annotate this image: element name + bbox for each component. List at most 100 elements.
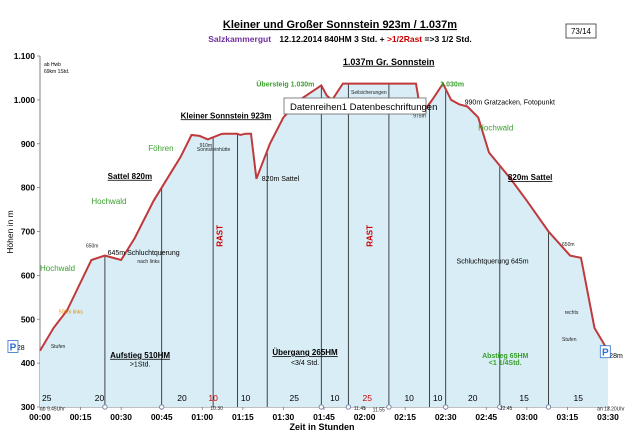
x-tick-label: 02:45 — [475, 412, 497, 422]
chart-annotation: Föhren — [148, 144, 173, 153]
chart-annotation: 820m Sattel — [508, 173, 552, 182]
chart-annotation: 11.45 — [354, 406, 366, 412]
chart-annotation: 650m — [86, 244, 99, 250]
chart-annotation: 820m Sattel — [262, 176, 300, 183]
chart-annotation: nach links — [137, 259, 160, 265]
chart-annotation: ab 9.45Uhr — [40, 407, 65, 413]
baseline-marker — [318, 404, 324, 410]
subtitle-rest: >1/2Rast — [387, 34, 422, 44]
chart-annotation: 910m — [200, 143, 213, 149]
x-tick-label: 02:00 — [354, 412, 376, 422]
segment-duration-label: 20 — [468, 393, 478, 403]
chart-annotation: Abstieg 65HM — [482, 353, 528, 360]
chart-annotation: Stufen — [562, 337, 577, 343]
parking-marker: P — [10, 342, 17, 353]
elevation-area-layer — [40, 83, 608, 407]
x-tick-label: 01:30 — [273, 412, 295, 422]
segment-duration-label: 20 — [95, 393, 105, 403]
x-tick-label: 02:15 — [394, 412, 416, 422]
tooltip-text: Datenreihen1 Datenbeschriftungen — [290, 102, 437, 113]
subtitle-main: 12.12.2014 840HM 3 Std. + — [279, 34, 384, 44]
x-tick-label: 00:15 — [70, 412, 92, 422]
x-tick-label: 01:15 — [232, 412, 254, 422]
segment-duration-label: 25 — [363, 393, 373, 403]
y-tick-label: 1.100 — [14, 51, 36, 61]
chart-annotation: <1 1/4Std. — [489, 360, 522, 367]
chart-annotation: <3/4 Std. — [291, 360, 319, 367]
page-badge: 73/14 — [571, 27, 592, 36]
y-tick-label: 900 — [21, 139, 35, 149]
chart-annotation: an 13.20Uhr — [597, 407, 625, 413]
chart-annotation: Hochwald — [91, 197, 126, 206]
chart-annotation: 650m — [562, 242, 575, 248]
baseline-marker — [545, 404, 552, 410]
chart-annotation: Übersteig 1.030m — [256, 80, 314, 89]
y-tick-label: 800 — [21, 183, 35, 193]
y-ticks-layer: 300 400 500 600 700 800 900 1.000 1.100 — [14, 51, 40, 412]
chart-annotation: Kleiner Sonnstein 923m — [181, 111, 272, 120]
x-tick-label: 00:30 — [110, 412, 132, 422]
chart-annotation: Sonnsteinhütte — [197, 147, 231, 153]
baseline-marker — [497, 404, 503, 410]
chart-subtitle: Salzkammergut 12.12.2014 840HM 3 Std. + … — [208, 34, 472, 44]
segment-duration-label: 15 — [519, 393, 529, 403]
segment-duration-label: 10 — [208, 393, 218, 403]
chart-annotation: Schluchtquerung 645m — [457, 259, 529, 266]
chart-annotation: 428m — [605, 353, 623, 360]
chart-annotation: 10.30 — [210, 406, 223, 412]
segment-duration-label: 10 — [330, 393, 340, 403]
chart-annotation: 428 — [13, 345, 25, 352]
subtitle-total: =>3 1/2 Std. — [425, 34, 472, 44]
parking-marker-box — [599, 345, 611, 359]
x-tick-label: 03:30 — [597, 412, 619, 422]
y-axis-title: Höhen in m — [5, 210, 15, 253]
chart-title: Kleiner und Großer Sonnstein 923m / 1.03… — [223, 19, 457, 31]
rest-label: RAST — [366, 225, 375, 247]
chart-annotation: rechts — [565, 310, 579, 316]
chart-annotation: Hochwald — [40, 264, 75, 273]
x-ticks-layer: 00:00 00:15 00:30 00:45 01:00 01:15 01:30 01:45… — [29, 404, 619, 422]
chart-annotation: 1.030m — [440, 82, 464, 89]
x-tick-label: 03:00 — [516, 412, 538, 422]
chart-annotation: 500m links — [59, 310, 83, 316]
elevation-area — [40, 83, 608, 407]
rest-label: RAST — [216, 225, 225, 247]
baseline-marker — [102, 404, 108, 410]
parking-marker-box — [7, 340, 19, 353]
chart-annotation: Aufstieg 510HM — [110, 351, 170, 360]
chart-annotation: 645m Schluchtquerung — [108, 250, 180, 257]
baseline-marker — [159, 404, 165, 410]
y-tick-label: 600 — [21, 270, 35, 280]
chart-annotation: 975m — [413, 113, 426, 119]
chart-annotation: 11.55 — [373, 407, 385, 413]
elevation-line — [39, 81, 609, 352]
x-tick-label: 02:30 — [435, 412, 457, 422]
segment-duration-label: 25 — [290, 393, 300, 403]
y-tick-label: 400 — [21, 358, 35, 368]
chart-annotation: Übergang 265HM — [272, 348, 338, 357]
y-tick-label: 300 — [21, 402, 35, 412]
baseline-marker — [443, 404, 449, 410]
x-tick-label: 00:00 — [29, 412, 51, 422]
subtitle-region: Salzkammergut — [208, 34, 271, 44]
parking-marker: P — [602, 348, 609, 359]
annotations-layer: 1.037m Gr. Sonnstein Kleiner Sonnstein 92… — [7, 57, 625, 413]
segment-duration-label: 10 — [404, 393, 414, 403]
elevation-line-layer — [39, 81, 609, 352]
chart-annotation: 1.037m Gr. Sonnstein — [343, 57, 435, 67]
segment-duration-label: 10 — [241, 393, 251, 403]
segment-duration-label: 15 — [574, 393, 584, 403]
tooltip-box — [283, 97, 427, 115]
corner-note-1: ab Hwb — [44, 62, 61, 68]
chart-annotation: Hochwald — [478, 124, 513, 133]
x-tick-label: 03:15 — [557, 412, 579, 422]
x-tick-label: 00:45 — [151, 412, 173, 422]
y-tick-label: 1.000 — [14, 95, 36, 105]
y-tick-label: 500 — [21, 314, 35, 324]
baseline-marker — [386, 404, 392, 410]
x-tick-label: 01:00 — [191, 412, 213, 422]
chart-annotation: Sattel 820m — [108, 172, 152, 181]
bottom-numbers-layer: 25 20 20 10 10 25 10 25 10 10 20 15 15 RAST RAST — [42, 225, 583, 403]
segment-duration-label: 25 — [42, 393, 52, 403]
